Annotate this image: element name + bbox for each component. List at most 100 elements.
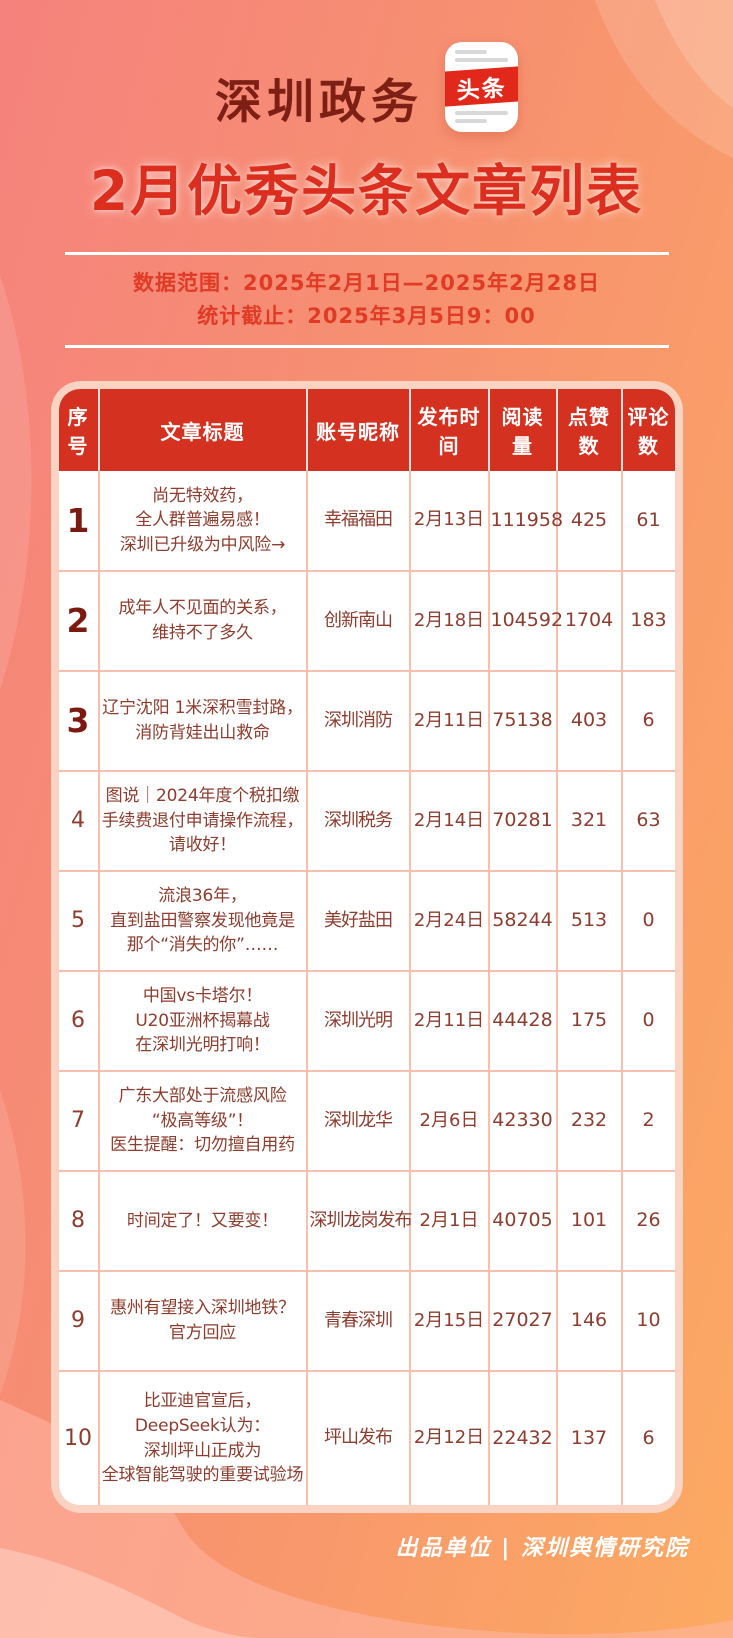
cell-comments: 63 (620, 770, 675, 871)
cell-reads: 75138 (487, 670, 557, 771)
cell-title: 惠州有望接入深圳地铁？ 官方回应 (97, 1270, 307, 1371)
cell-reads: 58244 (487, 870, 557, 971)
cell-comments: 26 (620, 1170, 675, 1271)
cell-reads: 44428 (487, 970, 557, 1071)
cell-title: 流浪36年， 直到盐田警察发现他竟是 那个“消失的你”…… (97, 870, 307, 971)
cell-comments: 6 (620, 1370, 675, 1505)
cell-title: 图说｜2024年度个税扣缴 手续费退付申请操作流程， 请收好！ (97, 770, 307, 871)
table-row: 5 流浪36年， 直到盐田警察发现他竟是 那个“消失的你”…… 美好盐田 2月24日 5… (58, 870, 675, 971)
table-row: 4 图说｜2024年度个税扣缴 手续费退付申请操作流程， 请收好！ 深圳税务 2月14… (58, 770, 675, 871)
cell-date: 2月6日 (408, 1070, 489, 1171)
cell-account: 美好盐田 (305, 870, 410, 971)
cell-account: 坪山发布 (305, 1370, 410, 1505)
cell-likes: 513 (555, 870, 622, 971)
cell-likes: 146 (555, 1270, 622, 1371)
cell-reads: 22432 (487, 1370, 557, 1505)
cell-comments: 0 (620, 970, 675, 1071)
brand-title: 深圳政务 (215, 74, 423, 130)
page-title: 2月优秀头条文章列表 (89, 159, 644, 223)
cell-comments: 6 (620, 670, 675, 771)
cell-likes: 101 (555, 1170, 622, 1271)
cell-rank: 2 (58, 570, 99, 671)
cell-date: 2月13日 (408, 471, 489, 571)
cell-account: 深圳税务 (305, 770, 410, 871)
column-header-title: 文章标题 (97, 389, 307, 471)
cell-comments: 2 (620, 1070, 675, 1171)
meta-panel: 数据范围：2025年2月1日—2025年2月28日 统计截止：2025年3月5日… (64, 252, 669, 348)
table-row: 6 中国vs卡塔尔！ U20亚洲杯揭幕战 在深圳光明打响！ 深圳光明 2月11日 444… (58, 970, 675, 1071)
cell-likes: 425 (555, 471, 622, 571)
cell-title: 广东大部处于流感风险 “极高等级”！ 医生提醒：切勿擅自用药 (97, 1070, 307, 1171)
cell-rank: 6 (58, 970, 99, 1071)
cell-reads: 111958 (487, 471, 563, 571)
column-header-reads: 阅读量 (487, 389, 557, 471)
cell-likes: 137 (555, 1370, 622, 1505)
cell-likes: 1704 (555, 570, 622, 671)
table-row: 7 广东大部处于流感风险 “极高等级”！ 医生提醒：切勿擅自用药 深圳龙华 2月6日 4… (58, 1070, 675, 1171)
cell-account: 创新南山 (305, 570, 410, 671)
cell-rank: 5 (58, 870, 99, 971)
cell-date: 2月1日 (408, 1170, 489, 1271)
column-header-rank: 序号 (58, 389, 99, 471)
table-row: 10 比亚迪官宣后， DeepSeek认为： 深圳坪山正成为 全球智能驾驶的重要试… (58, 1370, 675, 1505)
cell-account: 深圳龙华 (305, 1070, 410, 1171)
articles-table-frame: 序号 文章标题 账号昵称 发布时间 阅读量 点赞数 评论数 1 尚无特效药， 全人群普遍易感！… (50, 381, 683, 1513)
cell-date: 2月14日 (408, 770, 489, 871)
cell-title: 成年人不见面的关系， 维持不了多久 (97, 570, 307, 671)
cell-account: 青春深圳 (305, 1270, 410, 1371)
cell-comments: 10 (620, 1270, 675, 1371)
cell-reads: 70281 (487, 770, 557, 871)
table-header-row: 序号 文章标题 账号昵称 发布时间 阅读量 点赞数 评论数 (58, 389, 675, 471)
column-header-comments: 评论数 (620, 389, 675, 471)
logo-newspaper-lines (455, 50, 508, 62)
table-row: 2 成年人不见面的关系， 维持不了多久 创新南山 2月18日 104592 1704 183 (58, 570, 675, 671)
cell-account: 深圳龙岗发布 (305, 1170, 413, 1271)
column-header-date: 发布时间 (408, 389, 489, 471)
cell-rank: 7 (58, 1070, 99, 1171)
cell-rank: 4 (58, 770, 99, 871)
table-row: 3 辽宁沈阳 1米深积雪封路， 消防背娃出山救命 深圳消防 2月11日 75138 403… (58, 670, 675, 771)
articles-table: 序号 文章标题 账号昵称 发布时间 阅读量 点赞数 评论数 1 尚无特效药， 全人群普遍易感！… (58, 389, 675, 1505)
cell-likes: 403 (555, 670, 622, 771)
column-header-likes: 点赞数 (555, 389, 622, 471)
cell-rank: 1 (66, 500, 90, 540)
cell-reads: 104592 (487, 570, 563, 671)
cell-date: 2月15日 (408, 1270, 489, 1371)
cell-account: 深圳消防 (305, 670, 410, 771)
cell-title: 中国vs卡塔尔！ U20亚洲杯揭幕战 在深圳光明打响！ (97, 970, 307, 1071)
brand-row: 深圳政务 头条 (0, 42, 733, 142)
logo-newspaper-lines (455, 111, 508, 123)
cell-rank: 9 (58, 1270, 99, 1371)
cell-title: 比亚迪官宣后， DeepSeek认为： 深圳坪山正成为 全球智能驾驶的重要试验场 (97, 1370, 307, 1505)
cell-reads: 42330 (487, 1070, 557, 1171)
cell-comments: 61 (620, 471, 675, 571)
cell-account: 深圳光明 (305, 970, 410, 1071)
cell-title: 辽宁沈阳 1米深积雪封路， 消防背娃出山救命 (97, 670, 307, 771)
cell-likes: 232 (555, 1070, 622, 1171)
table-row: 9 惠州有望接入深圳地铁？ 官方回应 青春深圳 2月15日 27027 146 10 (58, 1270, 675, 1371)
cell-likes: 321 (555, 770, 622, 871)
cell-date: 2月11日 (408, 970, 489, 1071)
table-row: 8 时间定了！又要变！ 深圳龙岗发布 2月1日 40705 101 26 (58, 1170, 675, 1271)
toutiao-logo-icon: 头条 (445, 42, 518, 132)
cell-date: 2月18日 (408, 570, 489, 671)
cell-reads: 27027 (487, 1270, 557, 1371)
cell-title: 尚无特效药， 全人群普遍易感！ 深圳已升级为中风险→ (97, 471, 307, 571)
cell-comments: 183 (620, 570, 675, 671)
table-row: 1 尚无特效药， 全人群普遍易感！ 深圳已升级为中风险→ 幸福福田 2月13日 1119… (58, 471, 675, 571)
column-header-account: 账号昵称 (305, 389, 410, 471)
cell-rank: 8 (58, 1170, 99, 1271)
cell-title: 时间定了！又要变！ (97, 1170, 307, 1271)
cell-date: 2月11日 (408, 670, 489, 771)
date-range: 数据范围：2025年2月1日—2025年2月28日 (133, 271, 600, 295)
cell-rank: 10 (58, 1370, 99, 1505)
cell-account: 幸福福田 (305, 471, 410, 571)
cell-likes: 175 (555, 970, 622, 1071)
logo-label: 头条 (445, 66, 518, 107)
cell-date: 2月12日 (408, 1370, 489, 1505)
stat-deadline: 统计截止：2025年3月5日9：00 (197, 304, 536, 328)
cell-rank: 3 (58, 670, 99, 771)
cell-date: 2月24日 (408, 870, 489, 971)
cell-comments: 0 (620, 870, 675, 971)
